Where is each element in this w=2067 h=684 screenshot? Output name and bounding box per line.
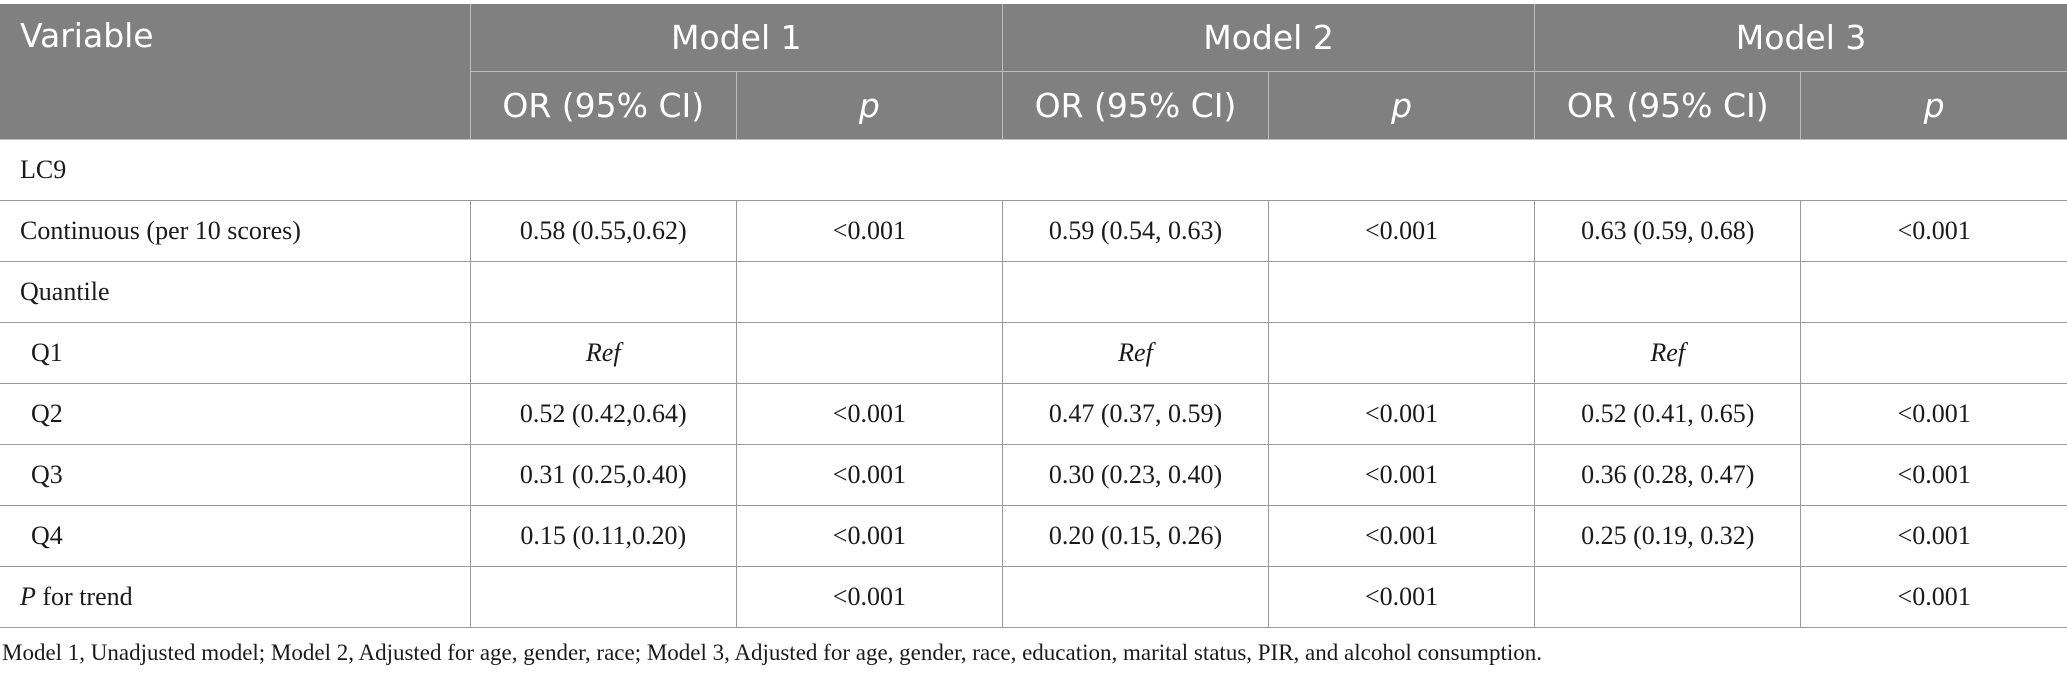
table-cell: 0.52 (0.42,0.64) — [469, 383, 737, 445]
row-label: Q4 — [0, 505, 471, 567]
table-cell — [1800, 322, 2067, 384]
table-cell: <0.001 — [1800, 200, 2067, 262]
table-cell — [1268, 261, 1535, 323]
table-cell — [1534, 261, 1801, 323]
table-cell — [1001, 566, 1269, 628]
regression-table: Variable Model 1 Model 2 Model 3 OR (95%… — [0, 4, 2067, 628]
row-label: Quantile — [0, 261, 471, 323]
table-cell — [735, 261, 1003, 323]
variable-header: Variable — [0, 4, 471, 140]
table-cell: <0.001 — [1800, 505, 2067, 567]
table-row: Continuous (per 10 scores) 0.58 (0.55,0.… — [0, 200, 2067, 262]
table-cell: 0.36 (0.28, 0.47) — [1534, 444, 1801, 506]
table-cell — [1800, 261, 2067, 323]
table-cell: <0.001 — [735, 383, 1003, 445]
header-row-stats: OR (95% CI) p OR (95% CI) p OR (95% CI) … — [0, 71, 2067, 140]
table-cell: 0.30 (0.23, 0.40) — [1001, 444, 1269, 506]
table-cell: 0.58 (0.55,0.62) — [469, 200, 737, 262]
section-row: LC9 — [0, 139, 2067, 201]
table-row: Q1 Ref Ref Ref — [0, 322, 2067, 384]
table-cell — [1001, 261, 1269, 323]
p-header: p — [735, 71, 1003, 140]
table-cell: 0.15 (0.11,0.20) — [469, 505, 737, 567]
table-cell: Ref — [469, 322, 737, 384]
table-cell: 0.47 (0.37, 0.59) — [1001, 383, 1269, 445]
table-row: Q4 0.15 (0.11,0.20) <0.001 0.20 (0.15, 0… — [0, 505, 2067, 567]
table-cell — [1268, 322, 1535, 384]
table-footnote: Model 1, Unadjusted model; Model 2, Adju… — [2, 640, 1543, 665]
table-cell — [1534, 566, 1801, 628]
table-cell: Ref — [1534, 322, 1801, 384]
table-row: Quantile — [0, 261, 2067, 323]
model-2-header: Model 2 — [1001, 4, 1535, 72]
model-3-header: Model 3 — [1534, 4, 2067, 72]
table-cell: <0.001 — [1268, 444, 1535, 506]
or-ci-header: OR (95% CI) — [1534, 71, 1801, 140]
p-header: p — [1800, 71, 2067, 140]
table-cell: <0.001 — [1268, 505, 1535, 567]
row-label: Q1 — [0, 322, 471, 384]
table-cell: <0.001 — [735, 444, 1003, 506]
row-label: Q2 — [0, 383, 471, 445]
p-for-trend-italic: P — [20, 582, 36, 611]
table-cell: <0.001 — [1800, 566, 2067, 628]
table-cell: <0.001 — [1268, 200, 1535, 262]
table-cell: 0.59 (0.54, 0.63) — [1001, 200, 1269, 262]
table-cell — [469, 566, 737, 628]
regression-table-container: Variable Model 1 Model 2 Model 3 OR (95%… — [0, 4, 2067, 628]
table-row: P for trend <0.001 <0.001 <0.001 — [0, 566, 2067, 628]
table-cell: <0.001 — [735, 505, 1003, 567]
table-cell — [469, 261, 737, 323]
table-cell — [735, 322, 1003, 384]
table-row: Q2 0.52 (0.42,0.64) <0.001 0.47 (0.37, 0… — [0, 383, 2067, 445]
table-cell: <0.001 — [735, 200, 1003, 262]
table-cell: 0.63 (0.59, 0.68) — [1534, 200, 1801, 262]
or-ci-header: OR (95% CI) — [1001, 71, 1269, 140]
table-cell: Ref — [1001, 322, 1269, 384]
or-ci-header: OR (95% CI) — [469, 71, 737, 140]
table-cell: 0.52 (0.41, 0.65) — [1534, 383, 1801, 445]
table-cell: <0.001 — [735, 566, 1003, 628]
model-1-header: Model 1 — [469, 4, 1003, 72]
table-cell: <0.001 — [1268, 383, 1535, 445]
table-cell: <0.001 — [1268, 566, 1535, 628]
p-for-trend-rest: for trend — [35, 582, 133, 611]
row-label: Q3 — [0, 444, 471, 506]
row-label: Continuous (per 10 scores) — [0, 200, 471, 262]
section-label: LC9 — [0, 139, 2067, 201]
p-header: p — [1268, 71, 1535, 140]
table-cell: 0.20 (0.15, 0.26) — [1001, 505, 1269, 567]
table-cell: 0.25 (0.19, 0.32) — [1534, 505, 1801, 567]
table-row: Q3 0.31 (0.25,0.40) <0.001 0.30 (0.23, 0… — [0, 444, 2067, 506]
table-cell: <0.001 — [1800, 383, 2067, 445]
table-cell: <0.001 — [1800, 444, 2067, 506]
header-row-models: Variable Model 1 Model 2 Model 3 — [0, 4, 2067, 140]
table-cell: 0.31 (0.25,0.40) — [469, 444, 737, 506]
row-label: P for trend — [0, 566, 471, 628]
